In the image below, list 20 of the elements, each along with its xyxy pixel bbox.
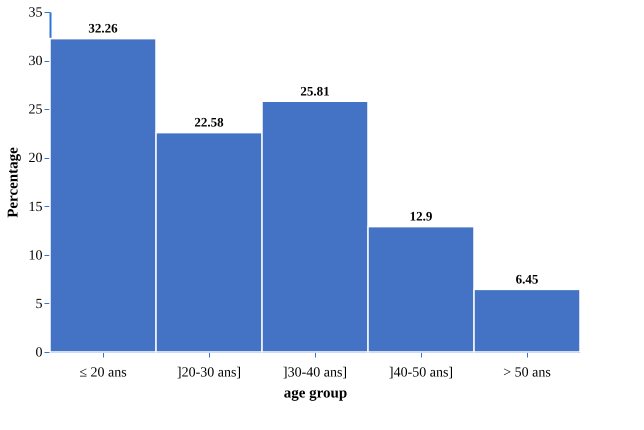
y-tick-label: 15 (28, 200, 42, 215)
y-tick-label: 20 (28, 151, 42, 166)
x-axis-title: age group (284, 386, 348, 402)
y-tick-label: 0 (36, 346, 42, 360)
x-tick-label: ]20-30 ans] (176, 366, 242, 380)
data-label: 32.26 (88, 20, 118, 36)
data-label: 6.45 (516, 271, 539, 286)
y-tick-label: 30 (28, 54, 42, 70)
x-tick-label: ]40-50 ans] (388, 366, 454, 380)
x-tick-label: > 50 ans (503, 366, 551, 380)
y-tick-label: 5 (36, 296, 42, 312)
y-axis-title: Percentage (6, 146, 22, 218)
y-tick-label: 10 (28, 248, 42, 264)
data-label: 22.58 (194, 114, 224, 130)
data-label: 25.81 (300, 83, 330, 98)
y-tick-label: 35 (28, 6, 42, 20)
y-tick-label: 25 (28, 102, 42, 118)
data-label: 12.9 (410, 208, 433, 224)
x-tick-label: ≤ 20 ans (79, 366, 127, 380)
x-tick-label: ]30-40 ans] (282, 366, 348, 380)
